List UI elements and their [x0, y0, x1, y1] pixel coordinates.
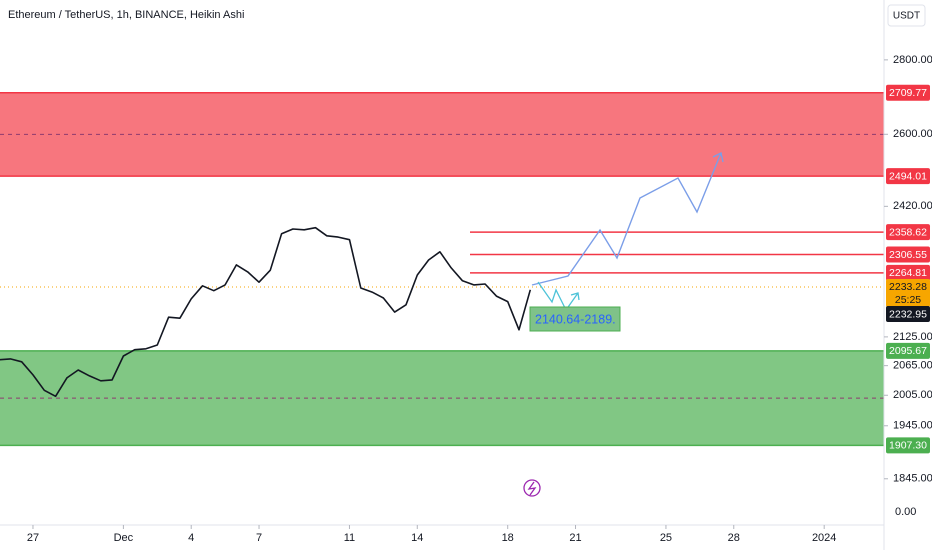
target-box	[529, 306, 621, 332]
price-tag	[886, 168, 930, 185]
countdown-box	[886, 278, 930, 307]
price-tag-label: 2494.01	[889, 170, 927, 182]
x-tick-label: 11	[344, 532, 355, 544]
plot-layer	[0, 92, 884, 447]
x-tick-label: 14	[411, 532, 423, 544]
y-tick-label: 2005.00	[893, 389, 932, 401]
price-tag	[886, 246, 930, 263]
x-tick-label: 25	[660, 532, 672, 544]
currency-box[interactable]	[887, 4, 926, 27]
close-label: 2232.95	[889, 308, 927, 320]
price-tag	[886, 84, 930, 101]
y-tick-label: 2420.00	[893, 200, 932, 212]
current-price-label: 2233.28	[889, 281, 927, 293]
x-tick-label: 4	[188, 532, 194, 544]
projection-path	[531, 152, 722, 286]
bottom-label: 0.00	[895, 506, 916, 518]
x-tick-label: 27	[27, 532, 39, 544]
projection-arrowhead	[712, 151, 724, 163]
currency: USDT	[893, 11, 920, 22]
close-box	[886, 305, 930, 322]
x-tick-label: 7	[256, 532, 262, 544]
y-tick-label: 2125.00	[893, 331, 932, 343]
chart-title: Ethereum / TetherUS, 1h, BINANCE, Heikin…	[8, 9, 244, 21]
price-tag	[886, 437, 930, 454]
y-tick-label: 2600.00	[893, 128, 932, 140]
price-tag-label: 2358.62	[889, 226, 927, 238]
short-path	[537, 281, 579, 312]
x-tick-label: 28	[728, 532, 740, 544]
y-tick-label: 1845.00	[893, 473, 932, 485]
price-tag	[886, 342, 930, 359]
target-label: 2140.64-2189.	[535, 312, 616, 326]
price-tag	[886, 224, 930, 241]
x-tick-label: 21	[569, 532, 581, 544]
x-tick-label: 18	[502, 532, 514, 544]
event-bolt	[527, 481, 537, 496]
price-tag-label: 2306.55	[889, 249, 927, 261]
price-tag-label: 1907.30	[889, 440, 927, 452]
y-tick-label: 1945.00	[893, 420, 932, 432]
x-tick-label: Dec	[114, 532, 134, 544]
price-tag-label: 2264.81	[889, 267, 927, 279]
x-tick-label: 2024	[812, 532, 836, 544]
price-line-series	[0, 226, 532, 398]
y-tick-label: 2800.00	[893, 54, 932, 66]
price-tag-label: 2095.67	[889, 345, 927, 357]
y-tick-label: 2065.00	[893, 360, 932, 372]
price-tag	[886, 264, 930, 281]
short-arrowhead	[570, 292, 580, 301]
price-tag-label: 2709.77	[889, 87, 927, 99]
countdown-label: 25:25	[895, 294, 921, 306]
